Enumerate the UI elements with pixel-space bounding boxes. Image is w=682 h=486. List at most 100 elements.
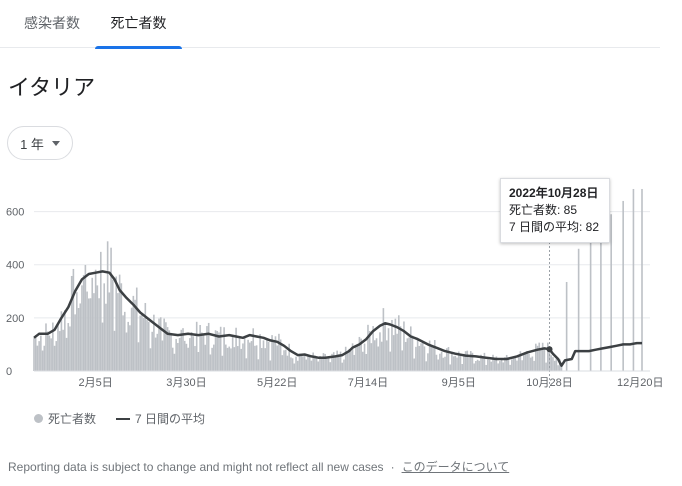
death-bar (355, 346, 357, 371)
x-tick-label: 12月20日 (617, 377, 663, 389)
y-tick-label: 400 (6, 260, 24, 272)
death-bar (199, 325, 201, 371)
death-bar (77, 307, 80, 371)
death-bar (76, 292, 78, 371)
death-bar (504, 357, 506, 371)
tooltip-average: 7 日間の平均: 82 (509, 220, 600, 234)
death-bar (324, 353, 326, 371)
death-bar (189, 338, 191, 371)
death-bar (228, 346, 231, 371)
death-bar (360, 338, 362, 371)
death-bar (93, 293, 95, 371)
death-bar (641, 188, 643, 371)
death-bar (343, 359, 345, 371)
death-bar (421, 341, 424, 371)
death-bar (278, 333, 280, 371)
death-bar (62, 329, 64, 371)
death-bar (319, 356, 321, 371)
death-bar (257, 359, 260, 371)
death-bar (34, 335, 37, 371)
death-bar (260, 348, 263, 371)
death-bar (271, 335, 273, 371)
death-bar (509, 364, 511, 371)
death-bar (516, 360, 518, 371)
death-bar (370, 343, 373, 371)
death-bar (72, 268, 75, 371)
time-range-dropdown[interactable]: 1 年 (7, 126, 73, 160)
death-bar (403, 321, 405, 371)
death-bar (223, 327, 225, 371)
death-bar (339, 351, 342, 371)
death-bar (159, 317, 162, 371)
death-bar (305, 359, 308, 371)
y-tick-label: 600 (6, 207, 24, 219)
death-bar (341, 362, 344, 371)
death-bar (485, 364, 487, 371)
death-bar (300, 355, 302, 371)
death-bar (161, 340, 164, 371)
death-bar (146, 320, 148, 371)
death-bar (553, 360, 556, 371)
death-bar (226, 347, 229, 371)
about-data-link[interactable]: このデータについて (401, 460, 510, 474)
death-bar (153, 314, 155, 371)
death-bar (507, 357, 510, 371)
death-bar (440, 351, 443, 371)
death-bar (375, 338, 378, 371)
death-bar (211, 347, 213, 371)
death-bar (521, 360, 523, 371)
death-bar (154, 337, 157, 371)
death-bar (386, 340, 388, 371)
death-bar (86, 291, 88, 371)
death-bar (427, 353, 429, 371)
death-bar (315, 357, 318, 371)
death-bar (67, 323, 70, 371)
death-bar (495, 356, 498, 371)
death-bar (577, 248, 580, 371)
death-bar (380, 341, 383, 371)
caret-down-icon (51, 140, 60, 146)
death-bar (308, 356, 311, 371)
death-bar (254, 345, 256, 371)
death-bar (139, 315, 141, 371)
death-bar (178, 337, 181, 371)
death-bar (156, 333, 159, 371)
tab-deaths[interactable]: 死亡者数 (95, 0, 182, 49)
death-bar (45, 323, 47, 371)
death-bar (480, 354, 482, 371)
death-bar (283, 350, 285, 371)
death-bar (290, 357, 292, 371)
death-bar (502, 362, 505, 371)
death-bar (96, 285, 99, 371)
death-bar (331, 353, 333, 371)
legend-deaths-label: 死亡者数 (48, 412, 97, 426)
footer: Reporting data is subject to change and … (8, 458, 509, 475)
death-bar (348, 348, 350, 371)
death-bar (46, 331, 49, 371)
tab-cases[interactable]: 感染者数 (24, 15, 80, 31)
death-bar (60, 311, 63, 371)
death-bar (235, 327, 237, 371)
deaths-chart[interactable]: 0 200 400 600 2月5日 3月30日 5月22日 7月14日 9月5日 10月28日 1… (0, 180, 682, 390)
death-bar (473, 363, 475, 371)
death-bar (266, 339, 268, 371)
death-bar (231, 334, 234, 371)
death-bar (43, 345, 46, 371)
death-bar (493, 357, 496, 371)
death-bar (242, 343, 244, 371)
x-tick-label: 9月5日 (442, 377, 476, 389)
death-bar (213, 344, 215, 371)
death-bar (536, 345, 539, 371)
death-bar (81, 285, 83, 371)
death-bar (259, 334, 261, 371)
death-bar (298, 353, 301, 371)
death-bar (79, 303, 82, 371)
death-bar (445, 348, 448, 371)
death-bar (158, 318, 160, 371)
death-bar (475, 360, 477, 371)
death-bar (89, 298, 92, 371)
death-bar (517, 357, 520, 371)
death-bar (284, 349, 287, 371)
death-bar (416, 339, 419, 371)
death-bar (476, 359, 479, 371)
